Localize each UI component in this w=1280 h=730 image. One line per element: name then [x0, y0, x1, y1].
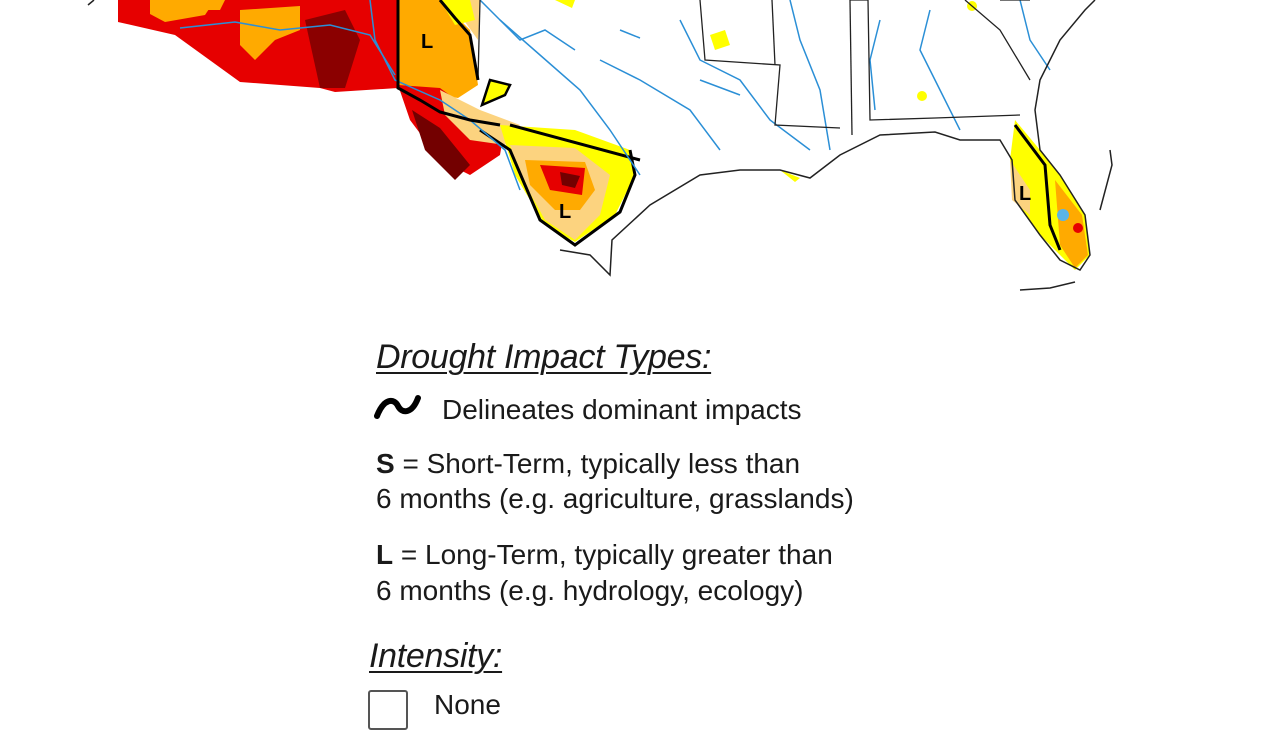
- impact-types-heading: Drought Impact Types:: [376, 338, 712, 376]
- rivers: [179, 0, 1051, 191]
- short-term-text: = Short-Term, typically less than: [394, 448, 801, 479]
- impact-boundaries: [396, 0, 501, 127]
- impact-label-l-florida: L: [1019, 183, 1031, 205]
- west-texas-drought-area: [398, 0, 520, 180]
- coastline: [87, 0, 1113, 291]
- long-term-line-1: L = Long-Term, typically greater than: [376, 539, 833, 571]
- state-boundaries: [477, 0, 1031, 136]
- abnormally-dry-spots: [440, 0, 977, 182]
- intensity-label-none: None: [434, 689, 501, 720]
- short-term-line-1: S = Short-Term, typically less than: [376, 448, 800, 480]
- impact-labels: L L L: [421, 31, 1031, 223]
- intensity-swatch-none: [368, 690, 408, 730]
- south-texas-drought-area: [479, 78, 641, 247]
- long-term-code: L: [376, 539, 394, 570]
- delineates-text: Delineates dominant impacts: [442, 394, 802, 425]
- impact-label-l-new-mexico: L: [421, 31, 433, 53]
- short-term-code: S: [376, 448, 395, 479]
- intensity-heading: Intensity:: [369, 637, 503, 675]
- southwest-drought-area: [118, 0, 400, 92]
- short-term-line-2: 6 months (e.g. agriculture, grasslands): [376, 483, 854, 514]
- impact-label-l-south-texas: L: [559, 201, 571, 223]
- long-term-line-2: 6 months (e.g. hydrology, ecology): [376, 575, 804, 606]
- long-term-text: = Long-Term, typically greater than: [393, 539, 833, 570]
- drought-map: L L L: [87, 0, 1113, 291]
- squiggle-line-icon: [374, 395, 421, 419]
